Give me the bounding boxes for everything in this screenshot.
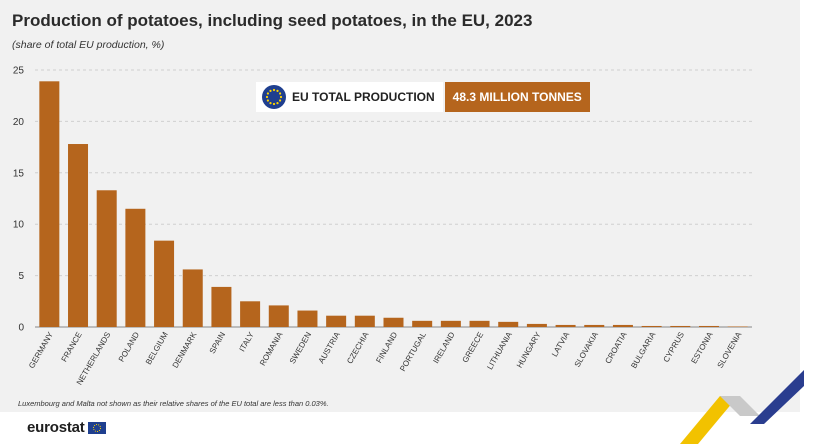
logo-text: eurostat: [27, 419, 85, 436]
bar-netherlands: [96, 190, 117, 327]
bar-croatia: [612, 324, 633, 327]
decorative-swoosh: [680, 370, 804, 444]
eu-flag-small-icon: [87, 421, 106, 434]
bar-spain: [211, 286, 232, 327]
bar-italy: [240, 301, 261, 327]
y-tick-label: 10: [13, 220, 25, 231]
callout-label: EU TOTAL PRODUCTION: [292, 90, 435, 104]
chart-subtitle: (share of total EU production, %): [12, 39, 165, 51]
x-tick-label: SLOVENIA: [716, 330, 744, 370]
y-tick-label: 15: [13, 168, 25, 179]
bar-austria: [326, 315, 347, 327]
eu-flag-icon: [262, 85, 286, 109]
x-tick-label: ROMANIA: [258, 330, 285, 367]
x-tick-label: IRELAND: [431, 330, 456, 365]
x-tick-label: CZECHIA: [345, 330, 371, 365]
y-tick-label: 0: [18, 323, 24, 334]
bar-estonia: [698, 325, 719, 327]
x-tick-label: AUSTRIA: [317, 330, 342, 365]
x-tick-label: DENMARK: [171, 330, 199, 370]
bar-hungary: [526, 323, 547, 327]
callout-value: 48.3 MILLION TONNES: [444, 82, 590, 112]
x-tick-label: ESTONIA: [689, 330, 715, 365]
bar-portugal: [412, 320, 433, 327]
bar-finland: [383, 317, 404, 327]
x-tick-label: CYPRUS: [662, 331, 686, 364]
x-tick-label: GREECE: [461, 331, 486, 365]
x-tick-label: GERMANY: [27, 330, 55, 370]
bar-slovenia: [727, 326, 748, 327]
bar-france: [68, 144, 89, 327]
x-tick-label: PORTUGAL: [398, 330, 428, 373]
bar-belgium: [154, 240, 175, 327]
bar-romania: [268, 305, 289, 327]
x-tick-label: SLOVAKIA: [573, 330, 601, 369]
y-tick-label: 25: [13, 66, 25, 77]
bar-slovakia: [584, 324, 605, 327]
chart-panel: [0, 0, 800, 412]
bar-poland: [125, 208, 146, 327]
bar-cyprus: [670, 325, 691, 327]
bar-sweden: [297, 310, 318, 327]
x-tick-label: FINLAND: [374, 330, 399, 364]
x-tick-label: HUNGARY: [515, 330, 543, 370]
footnote: Luxembourg and Malta not shown as their …: [18, 399, 329, 408]
bar-lithuania: [498, 321, 519, 327]
bar-ireland: [440, 320, 461, 327]
x-tick-label: FRANCE: [60, 331, 84, 364]
x-tick-label: POLAND: [117, 330, 141, 363]
x-tick-label: LATVIA: [550, 330, 572, 358]
y-tick-label: 5: [18, 271, 24, 282]
bar-denmark: [182, 269, 203, 327]
bar-greece: [469, 320, 490, 327]
bar-bulgaria: [641, 325, 662, 327]
bar-latvia: [555, 324, 576, 327]
chart-title: Production of potatoes, including seed p…: [12, 11, 533, 30]
y-tick-label: 20: [13, 117, 25, 128]
x-tick-label: LITHUANIA: [485, 330, 514, 371]
bar-germany: [39, 81, 60, 327]
eu-total-callout: EU TOTAL PRODUCTION 48.3 MILLION TONNES: [256, 82, 590, 112]
x-tick-label: ITALY: [238, 330, 257, 353]
x-tick-label: SPAIN: [208, 330, 228, 355]
x-tick-label: CROATIA: [603, 330, 629, 365]
eurostat-logo: eurostat: [27, 419, 106, 436]
bar-czechia: [354, 315, 375, 327]
x-tick-label: SWEDEN: [288, 330, 313, 365]
x-tick-label: BELGIUM: [144, 330, 170, 366]
x-tick-label: BULGARIA: [629, 330, 657, 370]
